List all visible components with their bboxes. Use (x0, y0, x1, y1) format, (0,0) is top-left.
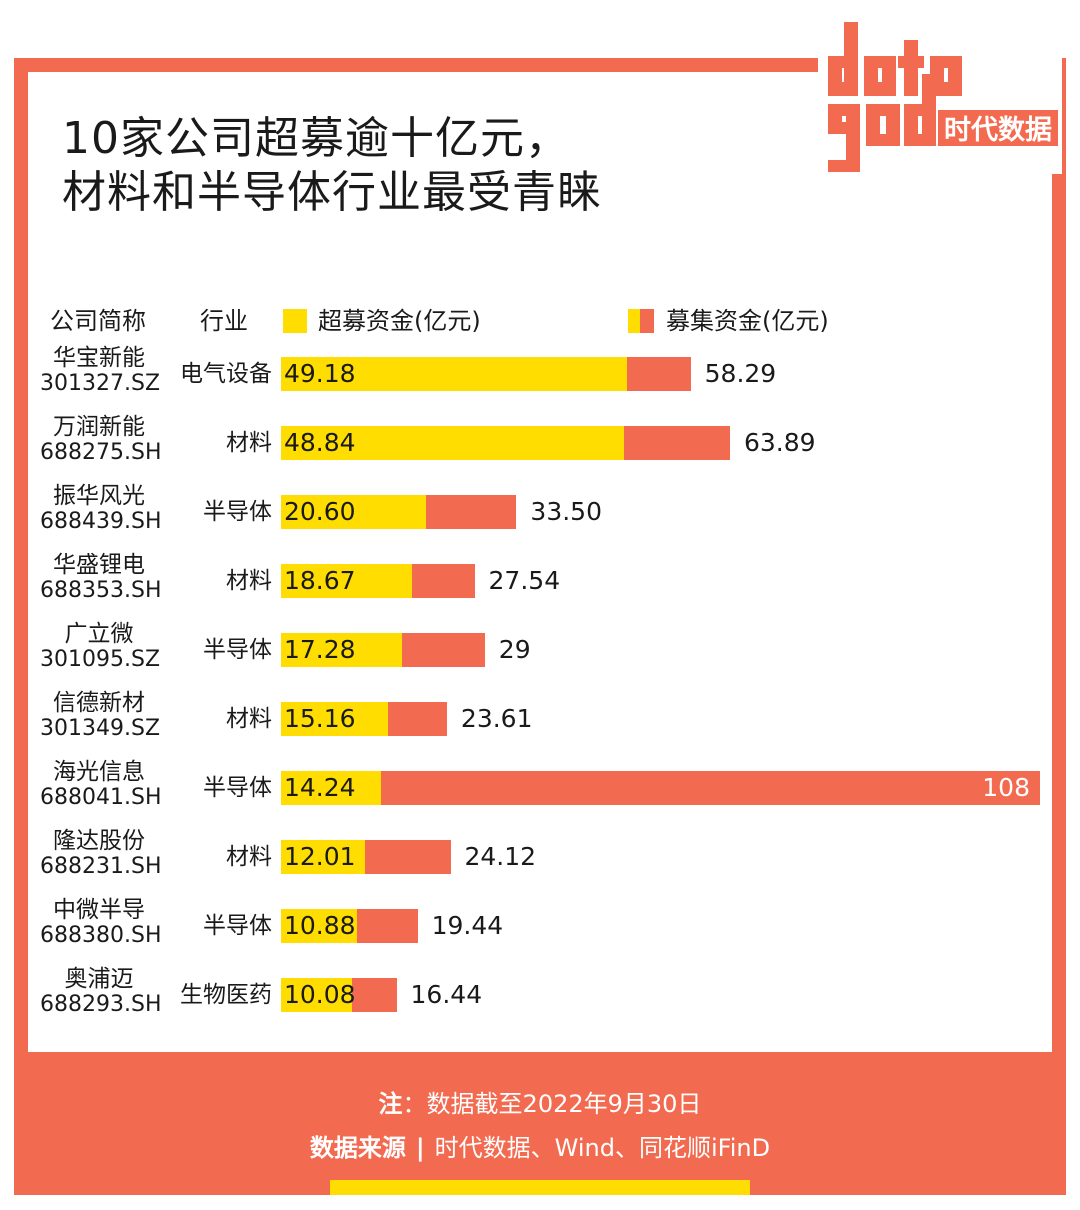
industry-label: 半导体 (203, 913, 272, 939)
over-value-label: 12.01 (284, 842, 356, 871)
company-cell: 广立微 301095.SZ (40, 621, 161, 673)
bar-over (281, 495, 426, 529)
over-value-label: 15.16 (284, 704, 356, 733)
source-separator: | (415, 1134, 425, 1162)
header-company: 公司简称 (50, 307, 146, 335)
company-code: 688380.SH (40, 923, 162, 948)
industry-label: 半导体 (203, 637, 272, 663)
company-name: 中微半导 (53, 897, 145, 923)
total-value-label: 33.50 (530, 497, 602, 526)
total-value-label: 63.89 (744, 428, 816, 457)
over-value-label: 10.88 (284, 911, 356, 940)
industry-label: 电气设备 (180, 361, 272, 387)
bar-over (281, 840, 366, 874)
company-code: 301095.SZ (40, 647, 161, 672)
company-code: 301349.SZ (40, 716, 161, 741)
total-value-label: 24.12 (464, 842, 537, 871)
source-text: 时代数据、Wind、同花顺iFinD (434, 1134, 771, 1162)
svg-text:时代数据: 时代数据 (944, 115, 1052, 146)
over-value-label: 49.18 (284, 359, 356, 388)
legend-swatch-over (283, 309, 307, 333)
industry-label: 半导体 (203, 775, 272, 801)
company-name: 广立微 (64, 621, 134, 647)
industry-label: 材料 (226, 706, 272, 732)
industry-label: 半导体 (203, 499, 272, 525)
over-value-label: 14.24 (284, 773, 356, 802)
total-value-label: 16.44 (410, 980, 483, 1009)
company-cell: 奥浦迈 688293.SH (40, 966, 162, 1018)
page-title: 10家公司超募逾十亿元， 材料和半导体行业最受青睐 (62, 112, 602, 220)
company-name: 万润新能 (53, 414, 145, 440)
footer-accent-bar (330, 1180, 750, 1195)
total-value-label: 19.44 (431, 911, 504, 940)
company-cell: 万润新能 688275.SH (40, 414, 162, 466)
total-value-label: 29 (498, 635, 531, 664)
over-value-label: 18.67 (284, 566, 356, 595)
total-value-label: 27.54 (488, 566, 561, 595)
chart-panel (28, 72, 1052, 1052)
bar-over (281, 357, 627, 391)
company-name: 华盛锂电 (53, 552, 145, 578)
legend-swatch-total-yellow (628, 309, 640, 333)
company-name: 隆达股份 (53, 828, 145, 854)
company-name: 华宝新能 (53, 345, 145, 371)
note-label: 注 (378, 1090, 403, 1118)
company-cell: 海光信息 688041.SH (40, 759, 162, 811)
bar-total (281, 771, 1040, 805)
company-name: 信德新材 (53, 690, 145, 716)
footnote: 注：数据截至2022年9月30日 (14, 1089, 1066, 1119)
company-code: 688275.SH (40, 440, 162, 465)
company-name: 海光信息 (53, 759, 145, 785)
company-cell: 华宝新能 301327.SZ (40, 345, 161, 397)
title-line-1: 10家公司超募逾十亿元， (62, 113, 570, 164)
total-value-label: 23.61 (460, 704, 533, 733)
company-cell: 隆达股份 688231.SH (40, 828, 162, 880)
over-value-label: 20.60 (284, 497, 356, 526)
note-text: ：数据截至2022年9月30日 (402, 1090, 702, 1118)
over-value-label: 10.08 (284, 980, 356, 1009)
industry-label: 材料 (226, 568, 272, 594)
bar-over (281, 978, 352, 1012)
over-value-label: 17.28 (284, 635, 356, 664)
company-code: 688439.SH (40, 509, 162, 534)
company-code: 688293.SH (40, 992, 162, 1017)
source-label: 数据来源 (309, 1134, 406, 1162)
bar-over (281, 426, 625, 460)
legend-swatch-total-orange (640, 309, 654, 333)
company-code: 301327.SZ (40, 371, 161, 396)
bar-over (281, 702, 388, 736)
total-value-label: 58.29 (704, 359, 777, 388)
company-code: 688231.SH (40, 854, 162, 879)
company-cell: 华盛锂电 688353.SH (40, 552, 162, 604)
datagod-logo: 时代数据 (818, 18, 1062, 174)
bar-over (281, 771, 382, 805)
industry-label: 生物医药 (180, 982, 272, 1008)
source-line: 数据来源 | 时代数据、Wind、同花顺iFinD (14, 1133, 1066, 1163)
legend-label-total: 募集资金(亿元) (666, 307, 829, 335)
company-name: 奥浦迈 (64, 966, 134, 992)
company-name: 振华风光 (53, 483, 145, 509)
industry-label: 材料 (226, 430, 272, 456)
legend-label-over: 超募资金(亿元) (318, 307, 481, 335)
title-line-2: 材料和半导体行业最受青睐 (62, 167, 602, 218)
bar-over (281, 633, 403, 667)
header-industry: 行业 (200, 307, 248, 335)
industry-label: 材料 (226, 844, 272, 870)
over-value-label: 48.84 (284, 428, 356, 457)
company-cell: 信德新材 301349.SZ (40, 690, 161, 742)
bar-over (281, 564, 413, 598)
company-cell: 中微半导 688380.SH (40, 897, 162, 949)
company-code: 688353.SH (40, 578, 162, 603)
company-code: 688041.SH (40, 785, 162, 810)
total-value-label: 108 (982, 773, 1030, 802)
company-cell: 振华风光 688439.SH (40, 483, 162, 535)
bar-over (281, 909, 358, 943)
